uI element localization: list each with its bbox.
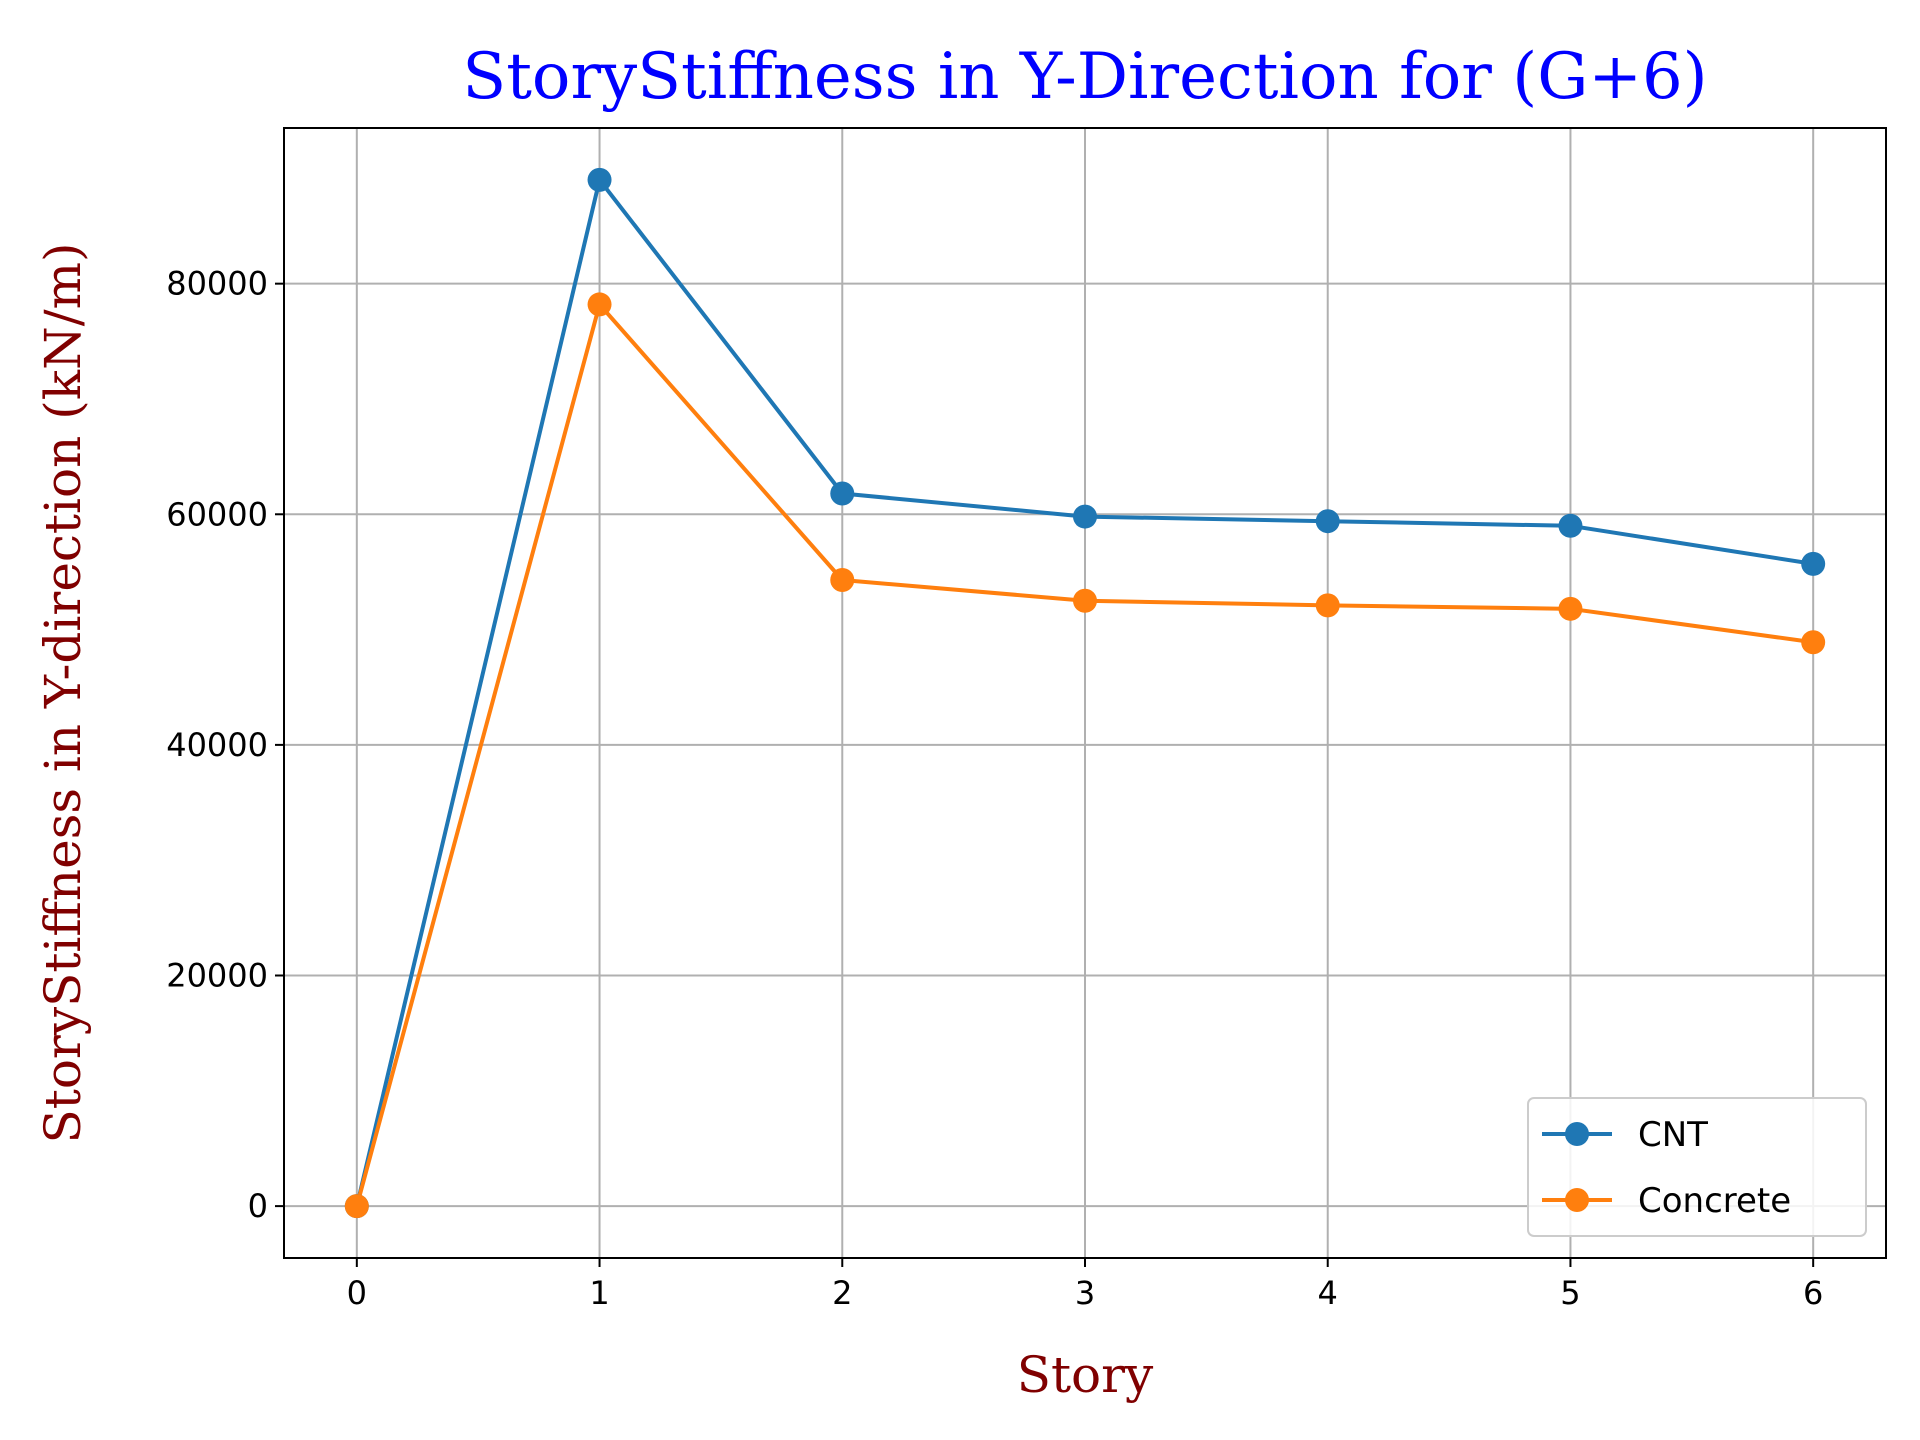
x-tick-label: 4 [1318,1274,1338,1312]
x-tick-label: 2 [832,1274,852,1312]
y-tick-label: 0 [248,1187,268,1225]
x-tick-label: 0 [347,1274,367,1312]
legend-label-cnt: CNT [1638,1115,1708,1155]
data-point-concrete [587,292,612,317]
y-tick-label: 20000 [166,957,268,995]
data-point-cnt [1801,551,1826,576]
legend-marker-concrete [1565,1188,1589,1212]
x-tick-label: 1 [589,1274,609,1312]
data-point-cnt [1315,509,1340,534]
y-tick-label: 40000 [166,726,268,764]
y-tick-label: 80000 [166,265,268,303]
x-tick-label: 5 [1560,1274,1580,1312]
data-point-concrete [1801,630,1826,655]
axis-ticks: 0 1 2 3 4 5 6 0 20000 40000 60000 80000 [166,265,1823,1312]
legend: CNT Concrete [1527,1097,1867,1237]
data-point-concrete [1073,588,1097,613]
data-point-cnt [1073,504,1097,529]
y-tick-label: 60000 [166,495,268,533]
legend-label-concrete: Concrete [1638,1181,1791,1221]
data-point-concrete [1558,596,1583,621]
y-axis-label: StoryStiffness in Y-direction (kN/m) [34,242,92,1143]
data-point-concrete [1315,593,1340,618]
data-point-concrete [344,1194,369,1219]
data-point-cnt [587,167,612,192]
x-tick-label: 3 [1075,1274,1095,1312]
grid-lines [284,128,1886,1258]
legend-box [1527,1097,1867,1237]
data-point-cnt [1558,513,1583,538]
chart-title: StoryStiffness in Y-Direction for (G+6) [462,40,1707,114]
x-tick-label: 6 [1803,1274,1823,1312]
data-point-concrete [830,568,855,592]
series-lines [344,167,1826,1219]
legend-marker-cnt [1565,1122,1589,1146]
data-point-cnt [830,481,855,506]
x-axis-label: Story [1017,1346,1154,1404]
